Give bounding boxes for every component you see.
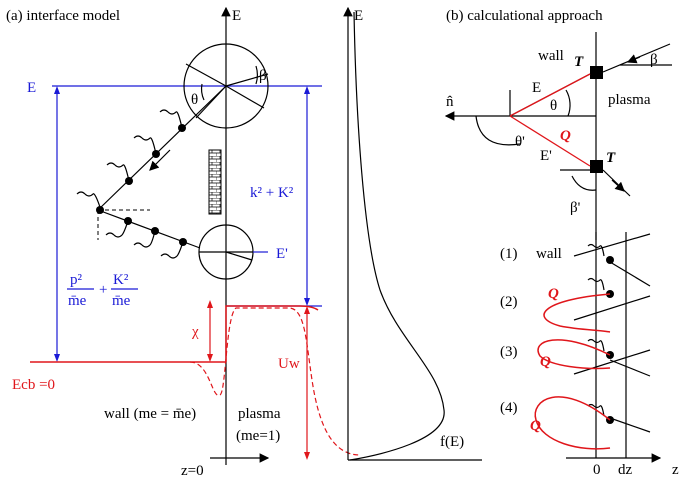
ecb-label: Ecb =0 (12, 377, 55, 393)
chi-arrow-top (207, 300, 213, 308)
incident-direction-arrow (149, 149, 171, 171)
z-axis-label: z (672, 462, 679, 478)
q-line-top (509, 73, 591, 117)
z0-label: z=0 (181, 463, 204, 479)
incident-velocity-sphere (183, 43, 269, 129)
dz-tick: dz (618, 462, 633, 478)
p2-term: p² (70, 272, 83, 288)
energy-level-label: E (27, 80, 36, 96)
row2-q-label: Q (548, 286, 559, 302)
electrons-group (96, 124, 187, 246)
axis-e-label: E (232, 8, 241, 24)
right-span-arrow-top (304, 86, 310, 94)
row2-label: (2) (500, 294, 518, 310)
theta-arc (200, 83, 205, 101)
row1-wall-label: wall (536, 246, 562, 262)
lower-sphere-ray (225, 251, 253, 261)
beta-arc (255, 65, 258, 85)
chi-label: χ (191, 324, 199, 340)
t-bottom-label: T (606, 150, 616, 166)
b-outgoing-arrow (611, 179, 625, 192)
z0-tick: 0 (593, 462, 601, 478)
me-bar-1: m̄e (68, 293, 87, 309)
row4-q-wave (534, 396, 611, 450)
b-theta-arc (565, 89, 571, 117)
e-prime-label: E' (276, 246, 288, 262)
panel-a: (a) interface model E z=0 E k² + K² p² m… (6, 6, 361, 479)
b-beta-label: β (650, 52, 658, 68)
left-span-arrow-bottom (54, 354, 60, 362)
sphere-ray-2 (225, 85, 265, 109)
panel-b: (b) calculational approach wall plasma T… (444, 8, 679, 478)
plasma-label: plasma (238, 406, 281, 422)
wave-squiggles (76, 109, 184, 259)
plus-sign: + (99, 282, 107, 298)
right-span-arrow-bottom (304, 298, 310, 306)
row-lines (573, 233, 651, 433)
b-wall-label: wall (538, 48, 564, 64)
row-electrons (606, 256, 614, 424)
sphere-ray-1 (225, 73, 269, 87)
b-e-prime-label: E' (540, 148, 552, 164)
smoothed-potential (189, 307, 361, 456)
theta-prime-arc (475, 115, 521, 146)
row3-label: (3) (500, 344, 518, 360)
theta-label: θ (191, 92, 198, 108)
b-outgoing-ray (602, 169, 631, 197)
uw-arrow-top (304, 306, 310, 314)
t-block-top (590, 66, 603, 79)
uw-label: Uw (278, 356, 300, 372)
b-plasma-label: plasma (608, 92, 651, 108)
dist-axis-e-label: E (354, 8, 363, 24)
beta-prime-label: β' (570, 200, 581, 216)
row1-label: (1) (500, 246, 518, 262)
k2K2-label: k² + K² (250, 185, 294, 201)
incident-trajectory (97, 85, 227, 211)
wall-mass-label: wall (me = m̄e) (104, 406, 196, 422)
beta-prime-arc (571, 175, 597, 191)
n-hat-label: n̂ (446, 94, 454, 110)
step-potential (225, 305, 319, 362)
electron-dot (96, 206, 104, 214)
row3-q-label: Q (540, 354, 551, 370)
beta-label: β (259, 68, 267, 84)
row1-electron (606, 256, 614, 264)
row4-label: (4) (500, 400, 518, 416)
left-span-arrow-top (54, 86, 60, 94)
panel-b-title: (b) calculational approach (446, 8, 603, 24)
distribution-panel: E f(E) (343, 6, 482, 461)
fE-label: f(E) (440, 434, 464, 450)
b-theta-label: θ (550, 98, 557, 114)
chi-arrow-bottom (207, 354, 213, 362)
row2-q-wave (543, 293, 611, 333)
barrier-brick (208, 149, 222, 215)
distribution-curve (349, 11, 445, 461)
row3-q-wave (537, 339, 611, 370)
b-incoming-arrow (626, 54, 641, 64)
row4-q-label: Q (530, 418, 541, 434)
t-block-bottom (590, 160, 603, 173)
panel-a-title: (a) interface model (6, 8, 120, 24)
uw-arrow-bottom (304, 452, 310, 460)
sphere-ray-4 (185, 63, 227, 87)
q-line-bottom (509, 115, 591, 167)
t-top-label: T (574, 54, 584, 70)
me-bar-2: m̄e (112, 293, 131, 309)
row-squiggles (587, 243, 605, 417)
plasma-mass-label: (me=1) (236, 428, 280, 444)
K2-term: K² (113, 272, 129, 288)
b-q-label: Q (560, 128, 571, 144)
b-e-label: E (532, 80, 541, 96)
theta-prime-label: θ' (515, 134, 525, 150)
